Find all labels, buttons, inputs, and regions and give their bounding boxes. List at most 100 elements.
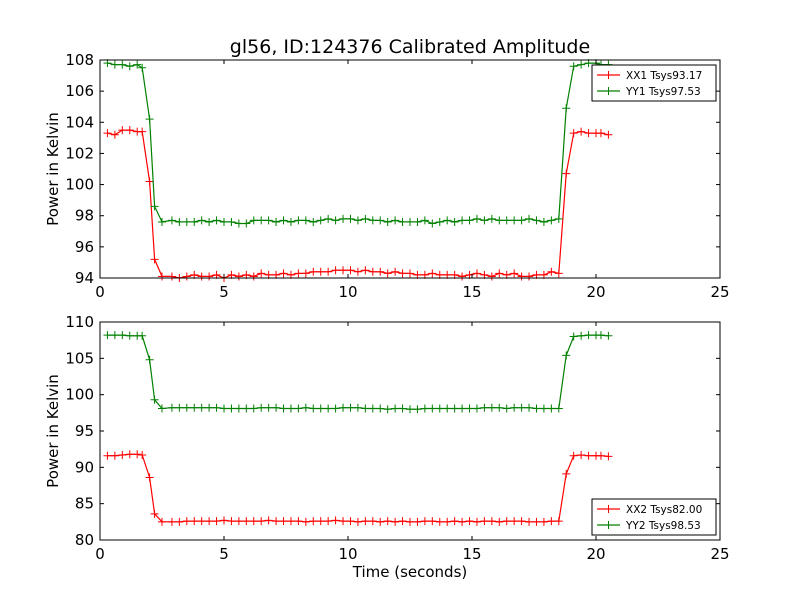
x-tick-label: 0 <box>95 283 105 301</box>
data-point <box>487 517 496 526</box>
data-point <box>368 216 377 225</box>
data-point <box>472 214 481 223</box>
y-tick-label: 80 <box>75 531 94 549</box>
data-point <box>145 115 154 124</box>
data-point <box>554 517 563 526</box>
data-point <box>562 169 571 178</box>
data-point <box>569 62 578 71</box>
data-point <box>125 450 134 459</box>
data-point <box>569 332 578 341</box>
data-point <box>316 216 325 225</box>
data-point <box>197 272 206 281</box>
data-point <box>110 60 119 69</box>
data-point <box>301 517 310 526</box>
data-point <box>257 403 266 412</box>
data-point <box>294 216 303 225</box>
data-point <box>562 469 571 478</box>
data-point <box>577 127 586 136</box>
y-tick-label: 96 <box>75 238 94 256</box>
axes-frame <box>99 59 721 279</box>
data-point <box>294 517 303 526</box>
data-point <box>376 267 385 276</box>
data-point <box>324 214 333 223</box>
data-point <box>197 517 206 526</box>
data-point <box>190 517 199 526</box>
data-point <box>279 216 288 225</box>
data-point <box>138 331 147 340</box>
x-tick-label: 20 <box>586 283 605 301</box>
data-point <box>428 219 437 228</box>
data-point <box>309 267 318 276</box>
x-tick-label: 25 <box>710 283 729 301</box>
data-point <box>167 272 176 281</box>
data-point <box>539 404 548 413</box>
data-point <box>167 517 176 526</box>
data-point <box>502 517 511 526</box>
data-point <box>346 517 355 526</box>
data-point <box>125 62 134 71</box>
data-point <box>150 255 159 264</box>
data-point <box>517 216 526 225</box>
bottom-plot: 0 5 10 15 20 25 80 85 90 95 100 105 110 Power in Kelv… <box>44 313 730 563</box>
data-point <box>167 403 176 412</box>
legend-marker <box>604 521 613 529</box>
data-point <box>465 404 474 413</box>
data-point <box>376 404 385 413</box>
data-point <box>532 216 541 225</box>
data-point <box>383 405 392 414</box>
data-point <box>118 126 127 135</box>
data-point <box>103 331 112 340</box>
chart-title: gl56, ID:124376 Calibrated Amplitude <box>230 36 590 58</box>
data-point <box>279 404 288 413</box>
data-point <box>158 517 166 526</box>
y-axis-label: Power in Kelvin <box>44 374 62 488</box>
data-point <box>562 351 571 360</box>
data-point <box>361 214 370 223</box>
data-point <box>242 517 251 526</box>
data-point <box>234 272 243 281</box>
data-point <box>532 404 541 413</box>
data-point <box>175 217 184 226</box>
data-point <box>167 216 176 225</box>
data-point <box>158 217 166 226</box>
data-point <box>435 404 444 413</box>
data-point <box>406 517 414 526</box>
data-point <box>450 404 459 413</box>
data-point <box>118 331 127 340</box>
x-tick-label: 20 <box>586 545 605 563</box>
legend-marker <box>604 87 613 95</box>
data-point <box>125 331 134 340</box>
data-point <box>158 404 166 413</box>
data-point <box>577 450 586 459</box>
data-point <box>487 403 496 412</box>
series-2 <box>103 331 613 414</box>
data-point <box>279 517 288 526</box>
data-point <box>205 403 214 412</box>
data-point <box>118 60 127 69</box>
data-point <box>443 404 452 413</box>
data-point <box>532 517 541 526</box>
data-point <box>539 517 548 526</box>
data-point <box>301 216 310 225</box>
legend-label: YY2 Tsys98.53 <box>625 520 701 532</box>
data-point <box>205 517 214 526</box>
data-point <box>502 216 511 225</box>
data-point <box>525 403 534 412</box>
data-point <box>413 517 422 526</box>
data-point <box>495 216 504 225</box>
data-point <box>346 214 355 223</box>
data-point <box>309 217 318 226</box>
data-point <box>197 403 206 412</box>
data-point <box>450 517 459 526</box>
data-point <box>584 129 593 138</box>
data-point <box>301 403 310 412</box>
data-point <box>480 517 489 526</box>
data-point <box>465 517 474 526</box>
data-point <box>368 517 377 526</box>
data-point <box>182 272 191 281</box>
x-tick-label: 0 <box>95 545 105 563</box>
y-tick-label: 98 <box>75 207 94 225</box>
data-point <box>361 404 370 413</box>
data-point <box>220 404 228 413</box>
data-point <box>242 404 251 413</box>
